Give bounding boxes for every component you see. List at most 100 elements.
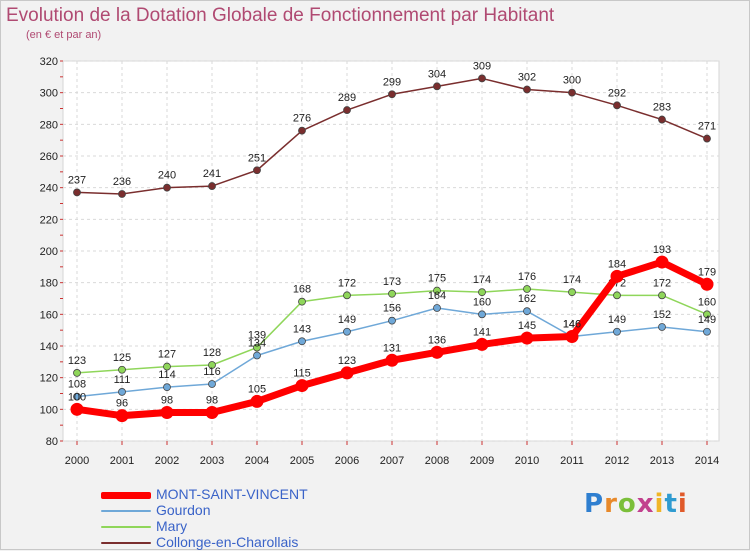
data-label: 131 — [383, 342, 401, 354]
data-label: 184 — [608, 258, 626, 270]
y-tick-label: 240 — [40, 183, 58, 195]
data-label: 149 — [338, 314, 356, 326]
data-point — [433, 286, 441, 295]
data-point — [160, 406, 174, 419]
data-point — [298, 337, 306, 346]
data-label: 236 — [113, 176, 131, 188]
x-tick-label: 2014 — [695, 455, 719, 467]
data-label: 160 — [698, 296, 716, 308]
data-point — [478, 288, 486, 297]
data-label: 172 — [653, 277, 671, 289]
data-label: 149 — [698, 314, 716, 326]
data-point — [523, 85, 531, 94]
data-point — [703, 310, 711, 319]
x-tick-label: 2008 — [425, 455, 449, 467]
data-label: 146 — [563, 319, 581, 331]
data-point — [520, 331, 534, 345]
x-tick-label: 2009 — [470, 455, 494, 467]
y-tick-label: 120 — [40, 373, 58, 385]
logo-letter: P — [584, 489, 605, 519]
data-point — [343, 327, 351, 336]
data-point — [430, 345, 444, 359]
data-point — [658, 323, 666, 331]
data-point — [703, 134, 711, 143]
logo-letter: r — [604, 489, 618, 519]
data-label: 241 — [203, 168, 221, 180]
data-point — [433, 82, 441, 91]
y-tick-label: 280 — [40, 119, 58, 131]
data-label: 116 — [203, 366, 221, 378]
y-tick-label: 100 — [40, 404, 58, 416]
data-label: 240 — [158, 170, 176, 182]
data-label: 164 — [428, 290, 446, 302]
x-tick-label: 2013 — [650, 455, 674, 467]
data-point — [568, 288, 576, 297]
data-label: 149 — [608, 314, 626, 326]
data-label: 145 — [518, 320, 536, 332]
data-label: 152 — [653, 309, 671, 321]
data-point — [478, 74, 486, 83]
data-point — [250, 394, 264, 408]
data-point — [613, 101, 621, 110]
legend-swatch — [101, 510, 151, 512]
data-label: 283 — [653, 102, 671, 114]
data-point — [118, 388, 126, 396]
data-label: 134 — [248, 338, 266, 350]
legend-swatch — [101, 492, 151, 499]
data-point — [700, 277, 714, 291]
x-tick-label: 2000 — [65, 455, 89, 467]
data-point — [253, 343, 261, 352]
data-label: 123 — [338, 355, 356, 367]
logo-letter: i — [654, 489, 665, 519]
data-label: 98 — [206, 395, 218, 407]
data-point — [253, 351, 261, 360]
data-point — [208, 361, 216, 369]
data-point — [433, 304, 441, 312]
data-point — [475, 337, 489, 351]
y-tick-label: 220 — [40, 214, 58, 226]
y-tick-label: 300 — [40, 88, 58, 100]
data-point — [523, 285, 531, 293]
legend-label: Collonge-en-Charollais — [156, 534, 299, 550]
x-tick-label: 2007 — [380, 455, 404, 467]
data-label: 125 — [113, 352, 131, 364]
data-label: 143 — [293, 323, 311, 335]
data-label: 304 — [428, 68, 446, 80]
data-point — [613, 327, 621, 336]
data-label: 173 — [383, 276, 401, 288]
y-tick-label: 160 — [40, 309, 58, 321]
data-label: 108 — [68, 379, 86, 391]
data-label: 111 — [114, 374, 131, 386]
y-tick-label: 180 — [40, 278, 58, 290]
legend-label: Gourdon — [156, 502, 211, 518]
y-tick-label: 260 — [40, 151, 58, 163]
data-label: 251 — [248, 152, 266, 164]
data-point — [208, 182, 216, 190]
data-point — [298, 297, 306, 306]
data-point — [340, 366, 354, 380]
x-tick-label: 2003 — [200, 455, 224, 467]
logo-letter: i — [677, 489, 688, 519]
data-label: 276 — [293, 113, 311, 125]
data-label: 96 — [116, 398, 128, 410]
x-tick-label: 2011 — [560, 455, 584, 467]
data-point — [568, 88, 576, 97]
legend-label: Mary — [156, 518, 188, 534]
data-label: 100 — [68, 391, 86, 403]
data-point — [73, 392, 81, 401]
data-point — [658, 115, 666, 124]
legend-label: MONT-SAINT-VINCENT — [156, 486, 308, 502]
y-tick-label: 320 — [40, 56, 58, 68]
x-tick-label: 2001 — [110, 455, 134, 467]
y-tick-label: 200 — [40, 246, 58, 258]
data-point — [655, 255, 669, 269]
data-point — [163, 383, 171, 392]
data-label: 237 — [68, 174, 86, 186]
data-label: 136 — [428, 334, 446, 346]
data-point — [295, 379, 309, 393]
x-tick-label: 2002 — [155, 455, 179, 467]
data-label: 127 — [158, 349, 176, 361]
legend-swatch — [101, 526, 151, 528]
data-point — [343, 291, 351, 300]
